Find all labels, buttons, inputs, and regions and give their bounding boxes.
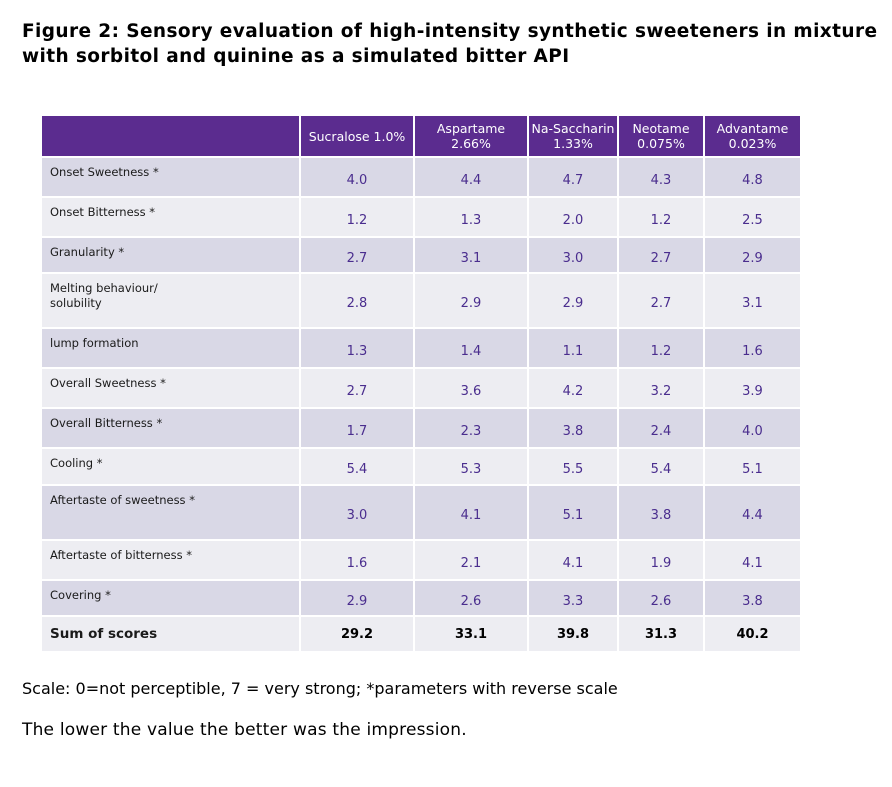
- score-cell: 3.8: [703, 579, 802, 617]
- parameter-label: Covering *: [40, 579, 301, 617]
- score-cell: 3.0: [527, 236, 619, 274]
- table-row: Melting behaviour/solubility 2.8 2.9 2.9 2.7…: [40, 272, 802, 329]
- score-cell: 1.6: [703, 327, 802, 369]
- sensory-table: Sucralose 1.0% Aspartame 2.66% Na-Sacchar…: [40, 114, 802, 653]
- score-cell: 2.6: [413, 579, 529, 617]
- scale-note: Scale: 0=not perceptible, 7 = very stron…: [22, 679, 618, 698]
- parameter-label: lump formation: [40, 327, 301, 369]
- score-cell: 4.4: [703, 484, 802, 541]
- score-cell: 4.0: [703, 407, 802, 449]
- score-cell: 2.0: [527, 196, 619, 238]
- figure-title-line-1: Figure 2: Sensory evaluation of high-int…: [22, 21, 878, 42]
- score-cell: 5.1: [527, 484, 619, 541]
- score-cell: 2.7: [299, 236, 415, 274]
- parameter-label: Overall Bitterness *: [40, 407, 301, 449]
- score-cell: 4.0: [299, 156, 415, 198]
- score-cell: 2.9: [413, 272, 529, 329]
- score-cell: 3.0: [299, 484, 415, 541]
- score-cell: 2.7: [617, 272, 705, 329]
- score-cell: 4.1: [527, 539, 619, 581]
- parameter-label: Aftertaste of sweetness *: [40, 484, 301, 541]
- score-cell: 1.1: [527, 327, 619, 369]
- column-header-aspartame: Aspartame 2.66%: [413, 114, 529, 158]
- score-cell: 4.1: [413, 484, 529, 541]
- score-cell: 2.9: [299, 579, 415, 617]
- impression-note: The lower the value the better was the i…: [22, 720, 467, 740]
- header-corner-cell: [40, 114, 301, 158]
- score-cell: 1.3: [413, 196, 529, 238]
- parameter-label: Granularity *: [40, 236, 301, 274]
- column-header-sucralose: Sucralose 1.0%: [299, 114, 415, 158]
- score-cell: 4.8: [703, 156, 802, 198]
- score-cell: 4.2: [527, 367, 619, 409]
- score-cell: 2.8: [299, 272, 415, 329]
- table-row: Overall Sweetness * 2.7 3.6 4.2 3.2 3.9: [40, 367, 802, 409]
- figure-title: Figure 2: Sensory evaluation of high-int…: [22, 19, 882, 69]
- score-cell: 5.5: [527, 447, 619, 486]
- score-cell: 3.1: [703, 272, 802, 329]
- score-cell: 3.2: [617, 367, 705, 409]
- score-cell: 2.7: [617, 236, 705, 274]
- parameter-label: Onset Sweetness *: [40, 156, 301, 198]
- score-cell: 5.3: [413, 447, 529, 486]
- score-cell: 1.4: [413, 327, 529, 369]
- parameter-label: Overall Sweetness *: [40, 367, 301, 409]
- sum-row: Sum of scores 29.2 33.1 39.8 31.3 40.2: [40, 615, 802, 653]
- score-cell: 3.6: [413, 367, 529, 409]
- score-cell: 5.4: [617, 447, 705, 486]
- parameter-label: Cooling *: [40, 447, 301, 486]
- score-cell: 2.3: [413, 407, 529, 449]
- score-cell: 3.1: [413, 236, 529, 274]
- score-cell: 4.1: [703, 539, 802, 581]
- score-cell: 3.8: [617, 484, 705, 541]
- table-row: Granularity * 2.7 3.1 3.0 2.7 2.9: [40, 236, 802, 274]
- table-row: Covering * 2.9 2.6 3.3 2.6 3.8: [40, 579, 802, 617]
- score-cell: 2.4: [617, 407, 705, 449]
- table-row: Overall Bitterness * 1.7 2.3 3.8 2.4 4.0: [40, 407, 802, 449]
- score-cell: 2.6: [617, 579, 705, 617]
- score-cell: 2.9: [703, 236, 802, 274]
- score-cell: 4.7: [527, 156, 619, 198]
- score-cell: 1.3: [299, 327, 415, 369]
- score-cell: 2.1: [413, 539, 529, 581]
- score-cell: 1.2: [299, 196, 415, 238]
- sum-cell: 31.3: [617, 615, 705, 653]
- sum-label: Sum of scores: [40, 615, 301, 653]
- score-cell: 2.7: [299, 367, 415, 409]
- parameter-label: Onset Bitterness *: [40, 196, 301, 238]
- column-header-na-saccharin: Na-Saccharin 1.33%: [527, 114, 619, 158]
- parameter-label: Melting behaviour/solubility: [40, 272, 301, 329]
- score-cell: 5.4: [299, 447, 415, 486]
- table-row: Onset Sweetness * 4.0 4.4 4.7 4.3 4.8: [40, 156, 802, 198]
- table-header-row: Sucralose 1.0% Aspartame 2.66% Na-Sacchar…: [40, 114, 802, 158]
- sum-cell: 40.2: [703, 615, 802, 653]
- score-cell: 3.3: [527, 579, 619, 617]
- score-cell: 3.8: [527, 407, 619, 449]
- table-row: Onset Bitterness * 1.2 1.3 2.0 1.2 2.5: [40, 196, 802, 238]
- score-cell: 2.5: [703, 196, 802, 238]
- score-cell: 1.2: [617, 327, 705, 369]
- table-row: Cooling * 5.4 5.3 5.5 5.4 5.1: [40, 447, 802, 486]
- table-row: lump formation 1.3 1.4 1.1 1.2 1.6: [40, 327, 802, 369]
- table-row: Aftertaste of sweetness * 3.0 4.1 5.1 3.8 4.4: [40, 484, 802, 541]
- score-cell: 3.9: [703, 367, 802, 409]
- score-cell: 5.1: [703, 447, 802, 486]
- sum-cell: 33.1: [413, 615, 529, 653]
- score-cell: 1.7: [299, 407, 415, 449]
- score-cell: 4.4: [413, 156, 529, 198]
- column-header-advantame: Advantame 0.023%: [703, 114, 802, 158]
- figure-title-line-2: with sorbitol and quinine as a simulated…: [22, 46, 570, 67]
- sum-cell: 39.8: [527, 615, 619, 653]
- score-cell: 1.2: [617, 196, 705, 238]
- score-cell: 2.9: [527, 272, 619, 329]
- parameter-label: Aftertaste of bitterness *: [40, 539, 301, 581]
- sum-cell: 29.2: [299, 615, 415, 653]
- score-cell: 1.9: [617, 539, 705, 581]
- score-cell: 1.6: [299, 539, 415, 581]
- column-header-neotame: Neotame 0.075%: [617, 114, 705, 158]
- table-row: Aftertaste of bitterness * 1.6 2.1 4.1 1.9 4.…: [40, 539, 802, 581]
- score-cell: 4.3: [617, 156, 705, 198]
